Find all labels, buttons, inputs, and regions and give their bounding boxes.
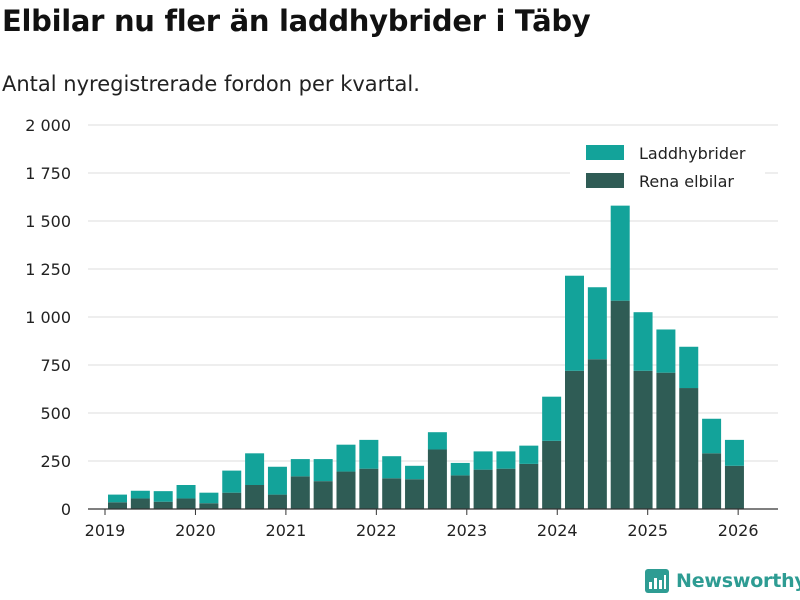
bar-laddhybrider [633, 312, 653, 371]
bar-rena-elbilar [496, 468, 516, 509]
bars [108, 205, 744, 509]
bar-laddhybrider [656, 329, 676, 373]
bar-laddhybrider [542, 396, 562, 441]
bar-laddhybrider [702, 418, 722, 454]
x-tick-label: 2022 [356, 521, 397, 540]
x-axis: 2019 2020 2021 2022 2023 2024 2025 2026 [85, 508, 778, 540]
bar-rena-elbilar [427, 449, 447, 509]
bar-laddhybrider [108, 494, 127, 503]
bar-laddhybrider [405, 465, 425, 480]
y-tick-label: 1 500 [25, 212, 71, 231]
bar-rena-elbilar [473, 469, 493, 509]
legend-label-rena-elbilar: Rena elbilar [639, 172, 734, 191]
bar-rena-elbilar [108, 502, 127, 509]
bar-rena-elbilar [336, 471, 356, 509]
y-tick-label: 1 250 [25, 260, 71, 279]
bar-rena-elbilar [565, 370, 584, 509]
x-tick-label: 2026 [718, 521, 759, 540]
y-tick-label: 1 000 [25, 308, 71, 327]
bar-rena-elbilar [656, 372, 676, 509]
bar-laddhybrider [724, 439, 744, 466]
bar-laddhybrider [450, 462, 470, 476]
bar-laddhybrider [587, 287, 607, 360]
y-tick-label: 0 [61, 500, 71, 519]
bar-rena-elbilar [290, 476, 310, 509]
bar-rena-elbilar [313, 481, 333, 509]
bar-laddhybrider [199, 492, 219, 504]
bar-rena-elbilar [267, 494, 287, 509]
bar-rena-elbilar [359, 468, 379, 509]
x-tick-label: 2019 [85, 521, 126, 540]
bar-rena-elbilar [679, 388, 699, 509]
y-tick-label: 2 000 [25, 116, 71, 135]
bar-laddhybrider [313, 459, 333, 482]
y-tick-label: 1 750 [25, 164, 71, 183]
bar-rena-elbilar [724, 465, 744, 509]
x-tick-label: 2025 [627, 521, 668, 540]
bar-laddhybrider [245, 453, 265, 485]
x-tick-label: 2024 [537, 521, 578, 540]
bar-rena-elbilar [153, 501, 173, 509]
bar-rena-elbilar [199, 503, 219, 509]
legend-swatch-laddhybrider [586, 145, 624, 160]
bar-rena-elbilar [702, 453, 722, 509]
legend-label-laddhybrider: Laddhybrider [639, 144, 746, 163]
newsworthy-logo-icon [645, 569, 669, 593]
bar-laddhybrider [679, 346, 699, 389]
bar-laddhybrider [427, 432, 447, 450]
bar-laddhybrider [382, 456, 402, 479]
newsworthy-brand-text: Newsworthy [676, 570, 800, 592]
x-tick-label: 2023 [446, 521, 487, 540]
bar-laddhybrider [565, 275, 584, 371]
bar-laddhybrider [610, 205, 630, 301]
chart-title: Elbilar nu fler än laddhybrider i Täby [2, 4, 591, 38]
bar-laddhybrider [519, 445, 539, 464]
bar-rena-elbilar [542, 440, 562, 509]
bar-rena-elbilar [405, 479, 425, 509]
bar-rena-elbilar [450, 475, 470, 509]
y-tick-label: 750 [40, 356, 71, 375]
bar-laddhybrider [336, 444, 356, 472]
legend-swatch-rena-elbilar [586, 173, 624, 188]
bar-rena-elbilar [587, 359, 607, 509]
bar-rena-elbilar [245, 485, 265, 509]
newsworthy-logo: Newsworthy [644, 568, 800, 594]
bar-rena-elbilar [222, 492, 242, 509]
x-tick-label: 2021 [266, 521, 307, 540]
y-tick-label: 250 [40, 452, 71, 471]
bar-laddhybrider [290, 459, 310, 477]
bar-laddhybrider [267, 466, 287, 495]
bar-laddhybrider [473, 451, 493, 470]
bar-laddhybrider [222, 470, 242, 493]
bar-rena-elbilar [382, 478, 402, 509]
bar-rena-elbilar [130, 498, 150, 509]
bar-laddhybrider [176, 485, 196, 499]
bar-laddhybrider [153, 491, 173, 502]
bar-rena-elbilar [176, 498, 196, 509]
legend: Laddhybrider Rena elbilar [570, 140, 765, 196]
y-tick-label: 500 [40, 404, 71, 423]
bar-laddhybrider [496, 451, 516, 469]
x-tick-label: 2020 [175, 521, 216, 540]
bar-rena-elbilar [610, 300, 630, 509]
bar-laddhybrider [359, 439, 379, 469]
bar-rena-elbilar [633, 370, 653, 509]
bar-rena-elbilar [519, 463, 539, 509]
chart-subtitle: Antal nyregistrerade fordon per kvartal. [2, 72, 420, 96]
bar-laddhybrider [130, 490, 150, 499]
